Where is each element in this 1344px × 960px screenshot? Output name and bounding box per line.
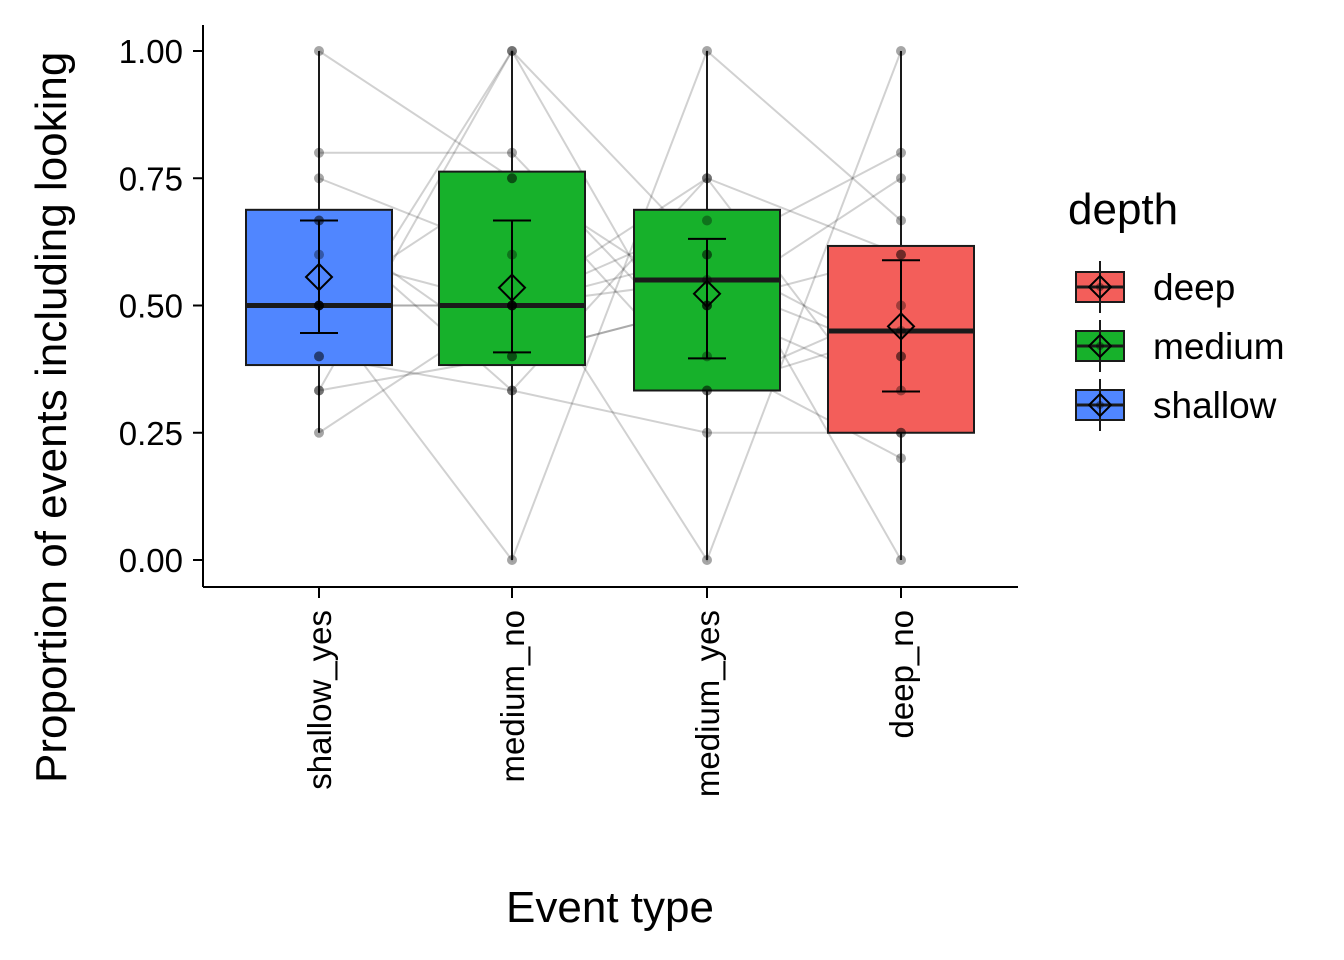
subject-lines	[318, 48, 902, 563]
x-tick-label: medium_no	[494, 610, 531, 782]
data-point-deep_no	[896, 147, 906, 158]
legend-key-point-deep	[1096, 283, 1104, 291]
data-point-medium_no	[507, 555, 517, 565]
legend-key-mean-shallow	[1087, 392, 1113, 418]
data-point-deep_no	[896, 427, 906, 438]
data-point-medium_yes	[702, 385, 712, 396]
data-point-deep_no	[896, 46, 906, 56]
subject-line-7	[318, 177, 902, 358]
x-tick-label: medium_yes	[689, 610, 726, 797]
data-point-medium_yes	[702, 46, 712, 56]
x-ticks: shallow_yes medium_no medium_yes deep_no	[301, 587, 920, 797]
subject-line-5	[318, 48, 902, 392]
legend: depth deep medium shallow	[1068, 185, 1285, 431]
summaries	[300, 219, 920, 393]
mean-marker-shallow_yes	[304, 262, 334, 292]
data-point-medium_yes	[702, 555, 712, 565]
y-ticks: 0.00 0.25 0.50 0.75 1.00	[119, 33, 203, 579]
x-axis-title: Event type	[506, 883, 714, 932]
data-point-shallow_yes	[314, 173, 324, 184]
legend-label-deep: deep	[1153, 267, 1235, 308]
y-tick-label: 0.25	[119, 415, 183, 452]
subject-line-6	[318, 219, 902, 561]
data-point-medium_yes	[702, 173, 712, 184]
subject-line-9	[318, 49, 902, 563]
subject-line-2	[318, 355, 901, 434]
data-point-shallow_yes	[314, 427, 324, 438]
data-point-medium_no	[507, 385, 517, 396]
subject-line-1	[319, 253, 902, 358]
subject-line-8	[319, 151, 902, 460]
data-point-deep_no	[896, 173, 906, 184]
legend-key-point-shallow	[1096, 401, 1104, 409]
subject-line-15	[318, 253, 902, 392]
data-point-medium_no	[507, 351, 517, 362]
y-axis-title: Proportion of events including looking	[27, 52, 76, 783]
data-point-medium_yes	[702, 215, 712, 226]
subject-line-4	[318, 177, 902, 434]
data-point-deep_no	[896, 215, 906, 226]
subject-line-10	[318, 50, 902, 563]
x-tick-label: deep_no	[883, 610, 920, 738]
data-point-shallow_yes	[314, 46, 324, 56]
data-point-medium_no	[507, 173, 517, 184]
legend-key-point-medium	[1096, 342, 1104, 350]
data-point-deep_no	[896, 453, 906, 464]
y-tick-label: 0.50	[119, 288, 183, 325]
legend-label-medium: medium	[1153, 326, 1285, 367]
y-tick-label: 0.75	[119, 160, 183, 197]
subject-line-13	[318, 176, 902, 434]
data-point-deep_no	[896, 555, 906, 565]
mean-marker-medium_yes	[692, 279, 722, 309]
subject-line-3	[318, 50, 902, 392]
legend-key-mean-deep	[1087, 274, 1113, 300]
data-point-deep_no	[896, 249, 906, 260]
legend-title: depth	[1068, 185, 1178, 234]
data-point-medium_no	[507, 46, 517, 56]
mean-marker-deep_no	[886, 311, 916, 341]
subject-line-14	[318, 176, 902, 392]
x-tick-label: shallow_yes	[301, 610, 338, 790]
data-point-shallow_yes	[314, 351, 324, 362]
legend-label-shallow: shallow	[1153, 385, 1277, 426]
y-tick-label: 0.00	[119, 542, 183, 579]
mean-marker-medium_no	[497, 273, 527, 303]
legend-key-mean-medium	[1087, 333, 1113, 359]
data-point-medium_no	[507, 147, 517, 158]
y-tick-label: 1.00	[119, 33, 183, 70]
data-point-shallow_yes	[314, 147, 324, 158]
data-point-shallow_yes	[314, 385, 324, 396]
subject-line-12	[318, 49, 902, 357]
subject-line-11	[319, 279, 902, 358]
data-point-medium_yes	[702, 427, 712, 438]
